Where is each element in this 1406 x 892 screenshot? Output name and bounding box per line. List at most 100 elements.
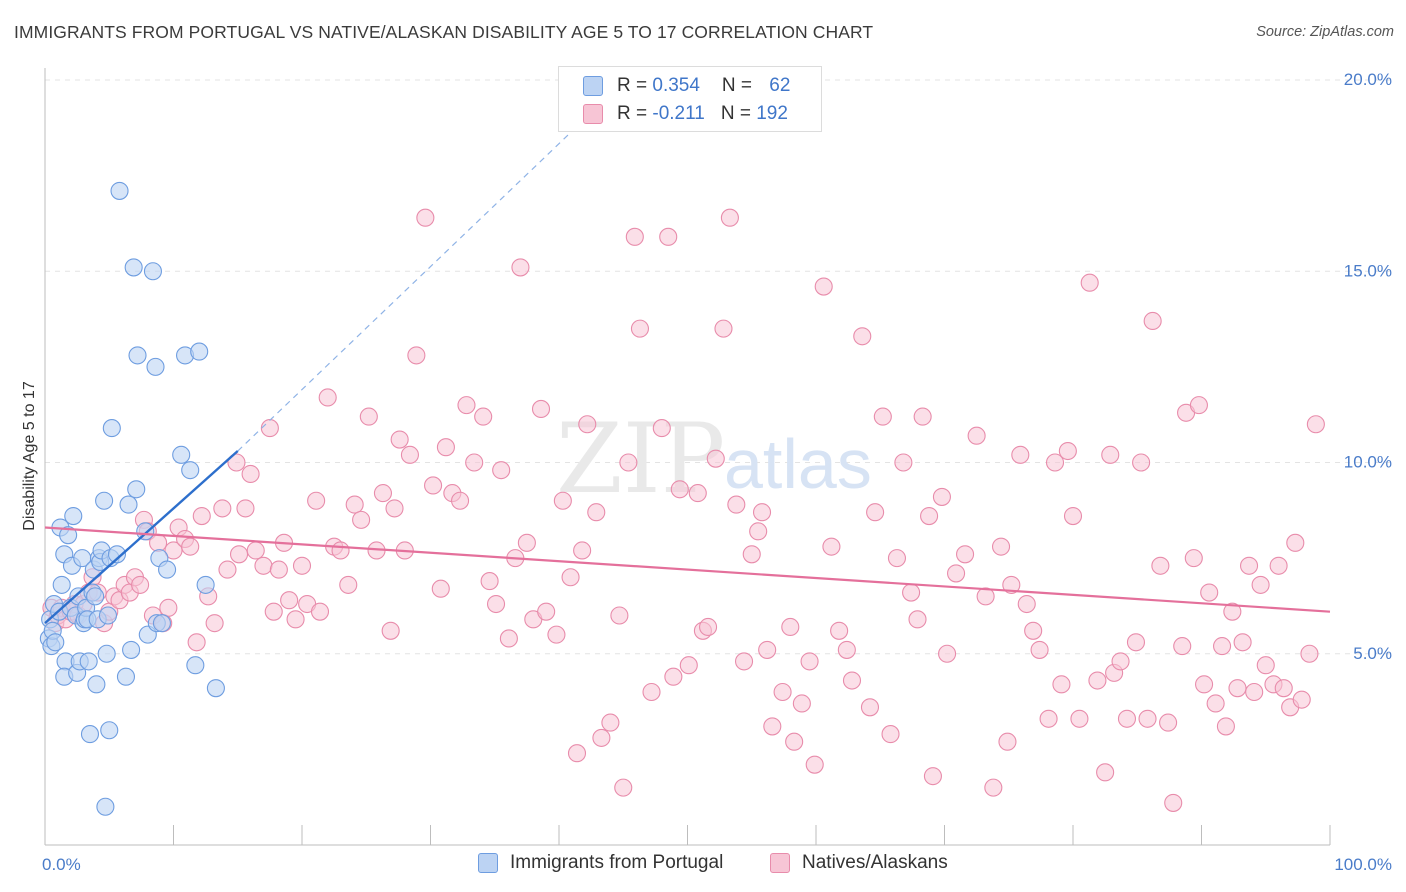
natives-point [1213, 637, 1232, 656]
natives-point [1080, 273, 1099, 292]
natives-point [1132, 453, 1151, 472]
natives-point [1063, 506, 1083, 526]
natives-point [241, 464, 260, 484]
legend-item-portugal: Immigrants from Portugal [478, 852, 723, 874]
portugal-point [79, 652, 98, 671]
natives-point [752, 503, 772, 522]
natives-point [318, 388, 337, 407]
natives-point [773, 682, 792, 702]
natives-point [727, 495, 746, 514]
legend-item-label: Immigrants from Portugal [510, 852, 724, 873]
natives-point [998, 732, 1017, 751]
natives-point [1138, 709, 1157, 728]
natives-point [1070, 709, 1089, 728]
portugal-point [110, 181, 129, 200]
portugal-point [100, 721, 119, 740]
natives-point [749, 522, 768, 541]
natives-point [331, 541, 350, 560]
portugal-point [102, 419, 121, 438]
legend-item-natives: Natives/Alaskans [770, 852, 948, 874]
natives-point [837, 640, 856, 659]
portugal-point [64, 506, 83, 526]
portugal-point [80, 725, 100, 744]
portugal-point [136, 522, 155, 541]
natives-point [573, 541, 592, 560]
portugal-point [107, 545, 127, 564]
portugal-point [186, 656, 205, 675]
natives-point [587, 503, 606, 522]
natives-point [610, 606, 629, 625]
natives-point [310, 602, 330, 621]
natives-point [805, 755, 824, 774]
natives-point [1159, 713, 1178, 732]
chart-title: IMMIGRANTS FROM PORTUGAL VS NATIVE/ALASK… [14, 22, 874, 42]
natives-point [547, 625, 566, 644]
portugal-point [95, 491, 114, 510]
natives-point [688, 484, 707, 503]
portugal-points [39, 181, 225, 816]
natives-point [345, 495, 364, 514]
natives-point [181, 537, 200, 556]
portugal-point [97, 644, 116, 663]
natives-point [785, 732, 804, 751]
legend-n-value: 62 [769, 75, 791, 96]
natives-point [286, 610, 305, 629]
legend-r-value: 0.354 [652, 75, 700, 96]
natives-point [486, 594, 506, 614]
natives-point [1126, 633, 1146, 652]
natives-point [164, 541, 183, 560]
natives-point [866, 503, 885, 522]
portugal-point [127, 480, 146, 499]
portugal-point [87, 675, 106, 694]
natives-point [381, 621, 400, 640]
natives-point [592, 728, 611, 747]
natives-point [1045, 453, 1065, 472]
y-tick-label: 10.0% [1344, 453, 1392, 472]
natives-point [1269, 556, 1288, 575]
natives-point [1274, 679, 1293, 698]
legend-swatch-pink [770, 853, 790, 873]
natives-point [192, 506, 211, 526]
natives-point [1096, 763, 1115, 782]
natives-point [264, 602, 283, 621]
portugal-point [181, 461, 200, 480]
natives-point [373, 484, 393, 503]
legend-n-label: N = [720, 103, 757, 124]
legend-swatch-pink [583, 104, 603, 124]
natives-point [269, 560, 288, 579]
natives-point [1239, 556, 1259, 575]
watermark-atlas: atlas [724, 425, 872, 503]
natives-point [860, 698, 880, 717]
natives-point [1292, 690, 1311, 709]
natives-point [1223, 602, 1242, 621]
natives-point [714, 319, 733, 338]
natives-point [814, 277, 833, 296]
legend-r-label: R = [617, 75, 653, 96]
natives-point [1151, 556, 1170, 575]
natives-point [976, 587, 995, 606]
natives-point [742, 545, 761, 564]
legend-n-value: 192 [756, 103, 788, 124]
natives-point [887, 549, 907, 568]
natives-point [1052, 675, 1071, 694]
natives-point [1017, 594, 1036, 614]
natives-point [1300, 644, 1319, 663]
natives-point [1024, 621, 1043, 640]
natives-point [830, 621, 849, 640]
portugal-point [98, 606, 118, 625]
legend-swatch-blue [583, 76, 603, 96]
natives-point [561, 568, 580, 587]
natives-alaskans-points [42, 208, 1325, 812]
portugal-point [46, 633, 65, 652]
natives-point [1228, 679, 1247, 698]
natives-point [457, 396, 476, 415]
natives-point [873, 407, 892, 426]
natives-point [400, 445, 419, 464]
natives-point [758, 640, 777, 659]
y-tick-labels: 5.0% 10.0% 15.0% 20.0% [1344, 70, 1392, 663]
natives-point [1030, 640, 1049, 659]
natives-point [1173, 637, 1192, 656]
natives-point [229, 545, 249, 564]
portugal-trend-extension [237, 106, 598, 452]
